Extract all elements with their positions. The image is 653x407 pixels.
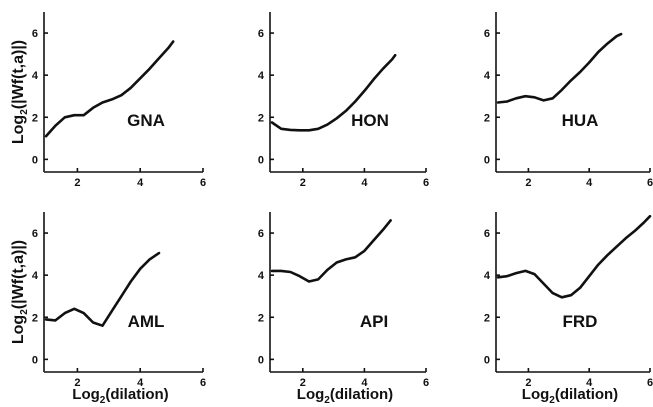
y-tick-label: 6 bbox=[32, 228, 38, 240]
x-axis-title: Log2(dilation) bbox=[72, 386, 168, 406]
x-axis-title-main: Log bbox=[522, 386, 550, 403]
x-axis-title-rest: (dilation) bbox=[555, 386, 618, 403]
y-tick-label: 6 bbox=[258, 28, 264, 40]
y-tick-label: 0 bbox=[32, 154, 38, 166]
x-tick-label: 2 bbox=[74, 377, 80, 389]
y-axis-title-rest: (|Wf(t,a)|) bbox=[10, 40, 27, 109]
x-tick-label: 6 bbox=[423, 377, 429, 389]
panel-hua: 0 2 4 6 2 4 6 HUA bbox=[484, 12, 653, 189]
x-axis-title-subscript: 2 bbox=[100, 395, 106, 406]
y-axis-title-main: Log bbox=[10, 315, 27, 344]
y-axis-title: Log2(|Wf(t,a)|) bbox=[10, 240, 30, 344]
y-axis-title-subscript: 2 bbox=[19, 309, 30, 315]
y-tick-label: 4 bbox=[484, 270, 491, 282]
x-axis-title-subscript: 2 bbox=[549, 395, 555, 406]
series-line-hon bbox=[270, 53, 397, 132]
x-tick-label: 4 bbox=[586, 377, 593, 389]
x-tick-label: 6 bbox=[423, 177, 429, 189]
series-line-aml bbox=[44, 251, 161, 328]
x-axis-title: Log2(dilation) bbox=[522, 386, 618, 406]
y-tick-label: 0 bbox=[258, 154, 264, 166]
y-tick-label: 4 bbox=[258, 70, 265, 82]
x-tick-label: 4 bbox=[137, 177, 144, 189]
y-tick-label: 0 bbox=[484, 354, 490, 366]
x-axis-title: Log2(dilation) bbox=[297, 386, 393, 406]
series-line-gna bbox=[44, 40, 175, 138]
x-tick-label: 2 bbox=[525, 377, 531, 389]
y-tick-label: 0 bbox=[258, 354, 264, 366]
y-tick-label: 6 bbox=[484, 28, 490, 40]
x-tick-label: 6 bbox=[647, 177, 653, 189]
y-tick-label: 2 bbox=[258, 312, 264, 324]
y-axis-title-subscript: 2 bbox=[19, 109, 30, 115]
series-line-hua bbox=[496, 32, 623, 104]
x-axis-title-main: Log bbox=[72, 386, 100, 403]
panel-label: GNA bbox=[127, 111, 165, 130]
series-line-api bbox=[270, 219, 392, 283]
panel-label: API bbox=[360, 312, 388, 331]
x-axis-title-rest: (dilation) bbox=[105, 386, 168, 403]
y-tick-label: 2 bbox=[32, 312, 38, 324]
panel-hon: 0 2 4 6 2 4 6 HON bbox=[258, 12, 429, 189]
x-tick-label: 4 bbox=[586, 177, 593, 189]
y-tick-label: 0 bbox=[32, 354, 38, 366]
y-tick-label: 2 bbox=[484, 312, 490, 324]
y-tick-label: 4 bbox=[258, 270, 265, 282]
x-tick-label: 6 bbox=[200, 177, 206, 189]
x-tick-label: 4 bbox=[361, 377, 368, 389]
x-axis-title-main: Log bbox=[297, 386, 325, 403]
y-tick-label: 6 bbox=[258, 228, 264, 240]
y-axis-title-main: Log bbox=[10, 115, 27, 144]
x-tick-label: 2 bbox=[300, 177, 306, 189]
y-tick-label: 2 bbox=[484, 112, 490, 124]
y-tick-label: 2 bbox=[32, 112, 38, 124]
x-tick-label: 6 bbox=[647, 377, 653, 389]
x-tick-label: 2 bbox=[525, 177, 531, 189]
panel-label: HUA bbox=[562, 111, 599, 130]
y-tick-label: 4 bbox=[32, 70, 39, 82]
x-tick-label: 4 bbox=[137, 377, 144, 389]
x-tick-label: 6 bbox=[200, 377, 206, 389]
y-tick-label: 0 bbox=[484, 154, 490, 166]
y-tick-label: 6 bbox=[32, 28, 38, 40]
y-tick-label: 4 bbox=[484, 70, 491, 82]
x-tick-label: 2 bbox=[300, 377, 306, 389]
y-tick-label: 2 bbox=[258, 112, 264, 124]
x-tick-label: 2 bbox=[74, 177, 80, 189]
y-axis-title-rest: (|Wf(t,a)|) bbox=[10, 240, 27, 309]
series-line-frd bbox=[496, 214, 652, 299]
y-axis-title: Log2(|Wf(t,a)|) bbox=[10, 40, 30, 144]
panel-label: HON bbox=[351, 111, 389, 130]
panel-label: AML bbox=[128, 312, 165, 331]
x-axis-title-rest: (dilation) bbox=[330, 386, 393, 403]
y-tick-label: 4 bbox=[32, 270, 39, 282]
x-axis-title-subscript: 2 bbox=[324, 395, 330, 406]
y-tick-label: 6 bbox=[484, 228, 490, 240]
x-tick-label: 4 bbox=[361, 177, 368, 189]
panel-label: FRD bbox=[563, 312, 598, 331]
